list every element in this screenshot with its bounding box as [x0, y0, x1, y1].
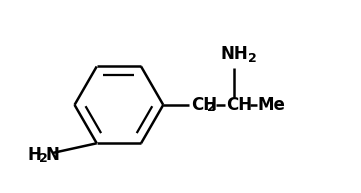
- Text: CH: CH: [191, 96, 217, 114]
- Text: 2: 2: [206, 101, 216, 114]
- Text: Me: Me: [258, 96, 286, 114]
- Text: N: N: [46, 146, 60, 164]
- Text: 2: 2: [39, 152, 48, 165]
- Text: H: H: [27, 146, 41, 164]
- Text: NH: NH: [220, 46, 248, 63]
- Text: 2: 2: [248, 52, 257, 65]
- Text: CH: CH: [226, 96, 252, 114]
